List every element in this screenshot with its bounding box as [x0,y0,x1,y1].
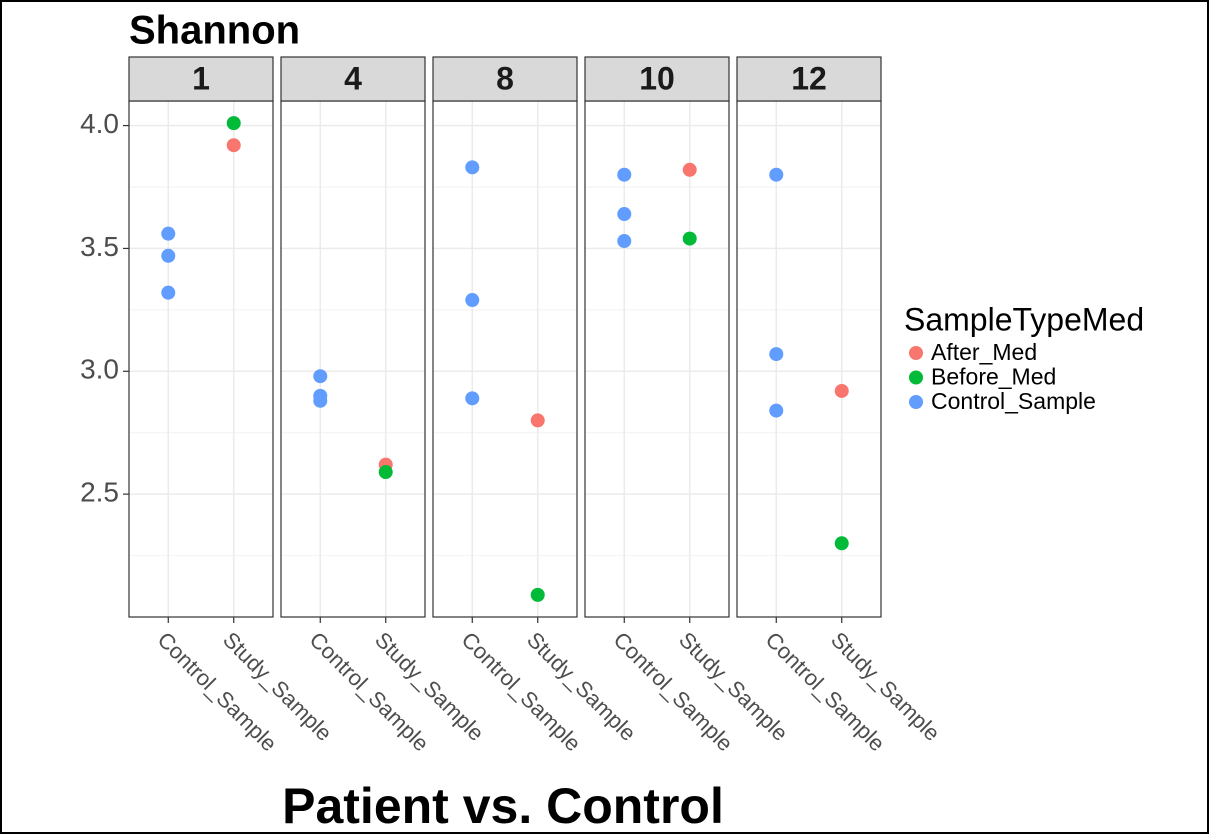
panel-background [281,101,425,617]
point [617,207,632,222]
point [465,391,480,406]
panel-background [129,101,273,617]
point [465,160,480,175]
point [161,226,176,241]
point [378,465,393,480]
panel-background [737,101,881,617]
point [313,393,328,408]
y-tick-label: 3.5 [80,231,119,262]
y-tick-label: 4.0 [80,108,119,139]
y-tick-label: 2.5 [80,477,119,508]
strip [736,56,882,102]
chart-title: Shannon [129,9,300,53]
y-tick-label: 3.0 [80,354,119,385]
panel-background [433,101,577,617]
legend-title: SampleTypeMed [904,301,1144,337]
point [161,285,176,300]
legend-swatch [909,395,923,409]
strip-label: 10 [639,60,675,96]
point [617,234,632,249]
point [769,167,784,182]
legend-swatch [909,346,923,360]
point [226,138,241,153]
strip-label: 4 [344,60,362,96]
legend-label: After_Med [931,339,1037,365]
point [834,536,849,551]
point [530,413,545,428]
legend-label: Control_Sample [931,388,1096,414]
point [834,383,849,398]
point [769,403,784,418]
strip-label: 1 [192,60,210,96]
point [313,369,328,384]
point [769,347,784,362]
legend-swatch [909,370,923,385]
strip-label: 12 [791,60,827,96]
point [617,167,632,182]
point [530,587,545,602]
strip [128,56,274,102]
strip [584,56,730,102]
strip-label: 8 [496,60,514,96]
point [161,248,176,263]
x-axis-title: Patient vs. Control [282,778,724,834]
strip [280,56,426,102]
point [682,162,697,177]
strip [432,56,578,102]
point [465,293,480,308]
point [226,116,241,131]
legend-label: Before_Med [931,364,1056,390]
point [682,231,697,246]
panel-background [585,101,729,617]
